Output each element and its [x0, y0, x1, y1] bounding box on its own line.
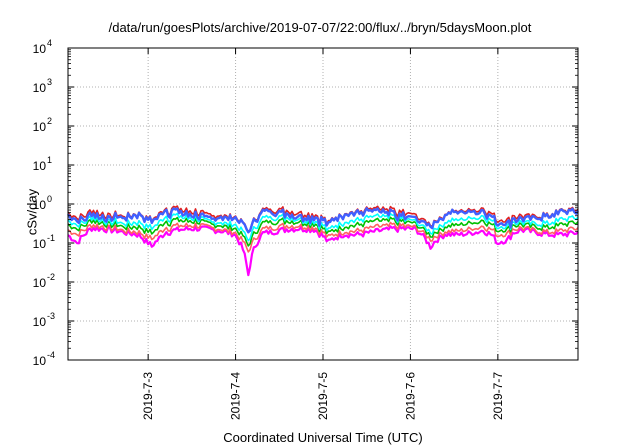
y-tick-label-exponent: -4 [47, 350, 55, 360]
y-tick-label-exponent: 4 [47, 38, 52, 48]
y-tick-label: 10 [33, 42, 47, 56]
x-tick-label: 2019-7-3 [141, 372, 155, 420]
x-axis-label: Coordinated Universal Time (UTC) [223, 430, 423, 445]
grid [68, 48, 578, 360]
y-tick-label: 10 [33, 276, 47, 290]
series-layer [66, 205, 579, 277]
y-tick-label: 10 [33, 354, 47, 368]
x-tick-label: 2019-7-6 [403, 372, 417, 420]
y-tick-label: 10 [33, 198, 47, 212]
y-tick-label: 10 [33, 120, 47, 134]
y-tick-label: 10 [33, 237, 47, 251]
y-tick-label: 10 [33, 159, 47, 173]
series-line [67, 216, 579, 247]
y-tick-label-exponent: -1 [47, 233, 55, 243]
x-tick-label: 2019-7-5 [316, 372, 330, 420]
y-tick-label: 10 [33, 81, 47, 95]
series-line [66, 207, 579, 234]
series-line [67, 212, 579, 242]
y-tick-label-exponent: 1 [47, 155, 52, 165]
y-tick-label: 10 [33, 315, 47, 329]
series-line [67, 221, 579, 253]
x-tick-label: 2019-7-4 [229, 372, 243, 420]
x-tick-label: 2019-7-7 [491, 372, 505, 420]
y-tick-label-exponent: -2 [47, 272, 55, 282]
y-tick-label-exponent: 0 [47, 194, 52, 204]
chart-title: /data/run/goesPlots/archive/2019-07-07/2… [108, 20, 532, 35]
y-tick-label-exponent: 3 [47, 77, 52, 87]
y-tick-label-exponent: 2 [47, 116, 52, 126]
series-line [67, 225, 579, 277]
y-tick-label-exponent: -3 [47, 311, 55, 321]
